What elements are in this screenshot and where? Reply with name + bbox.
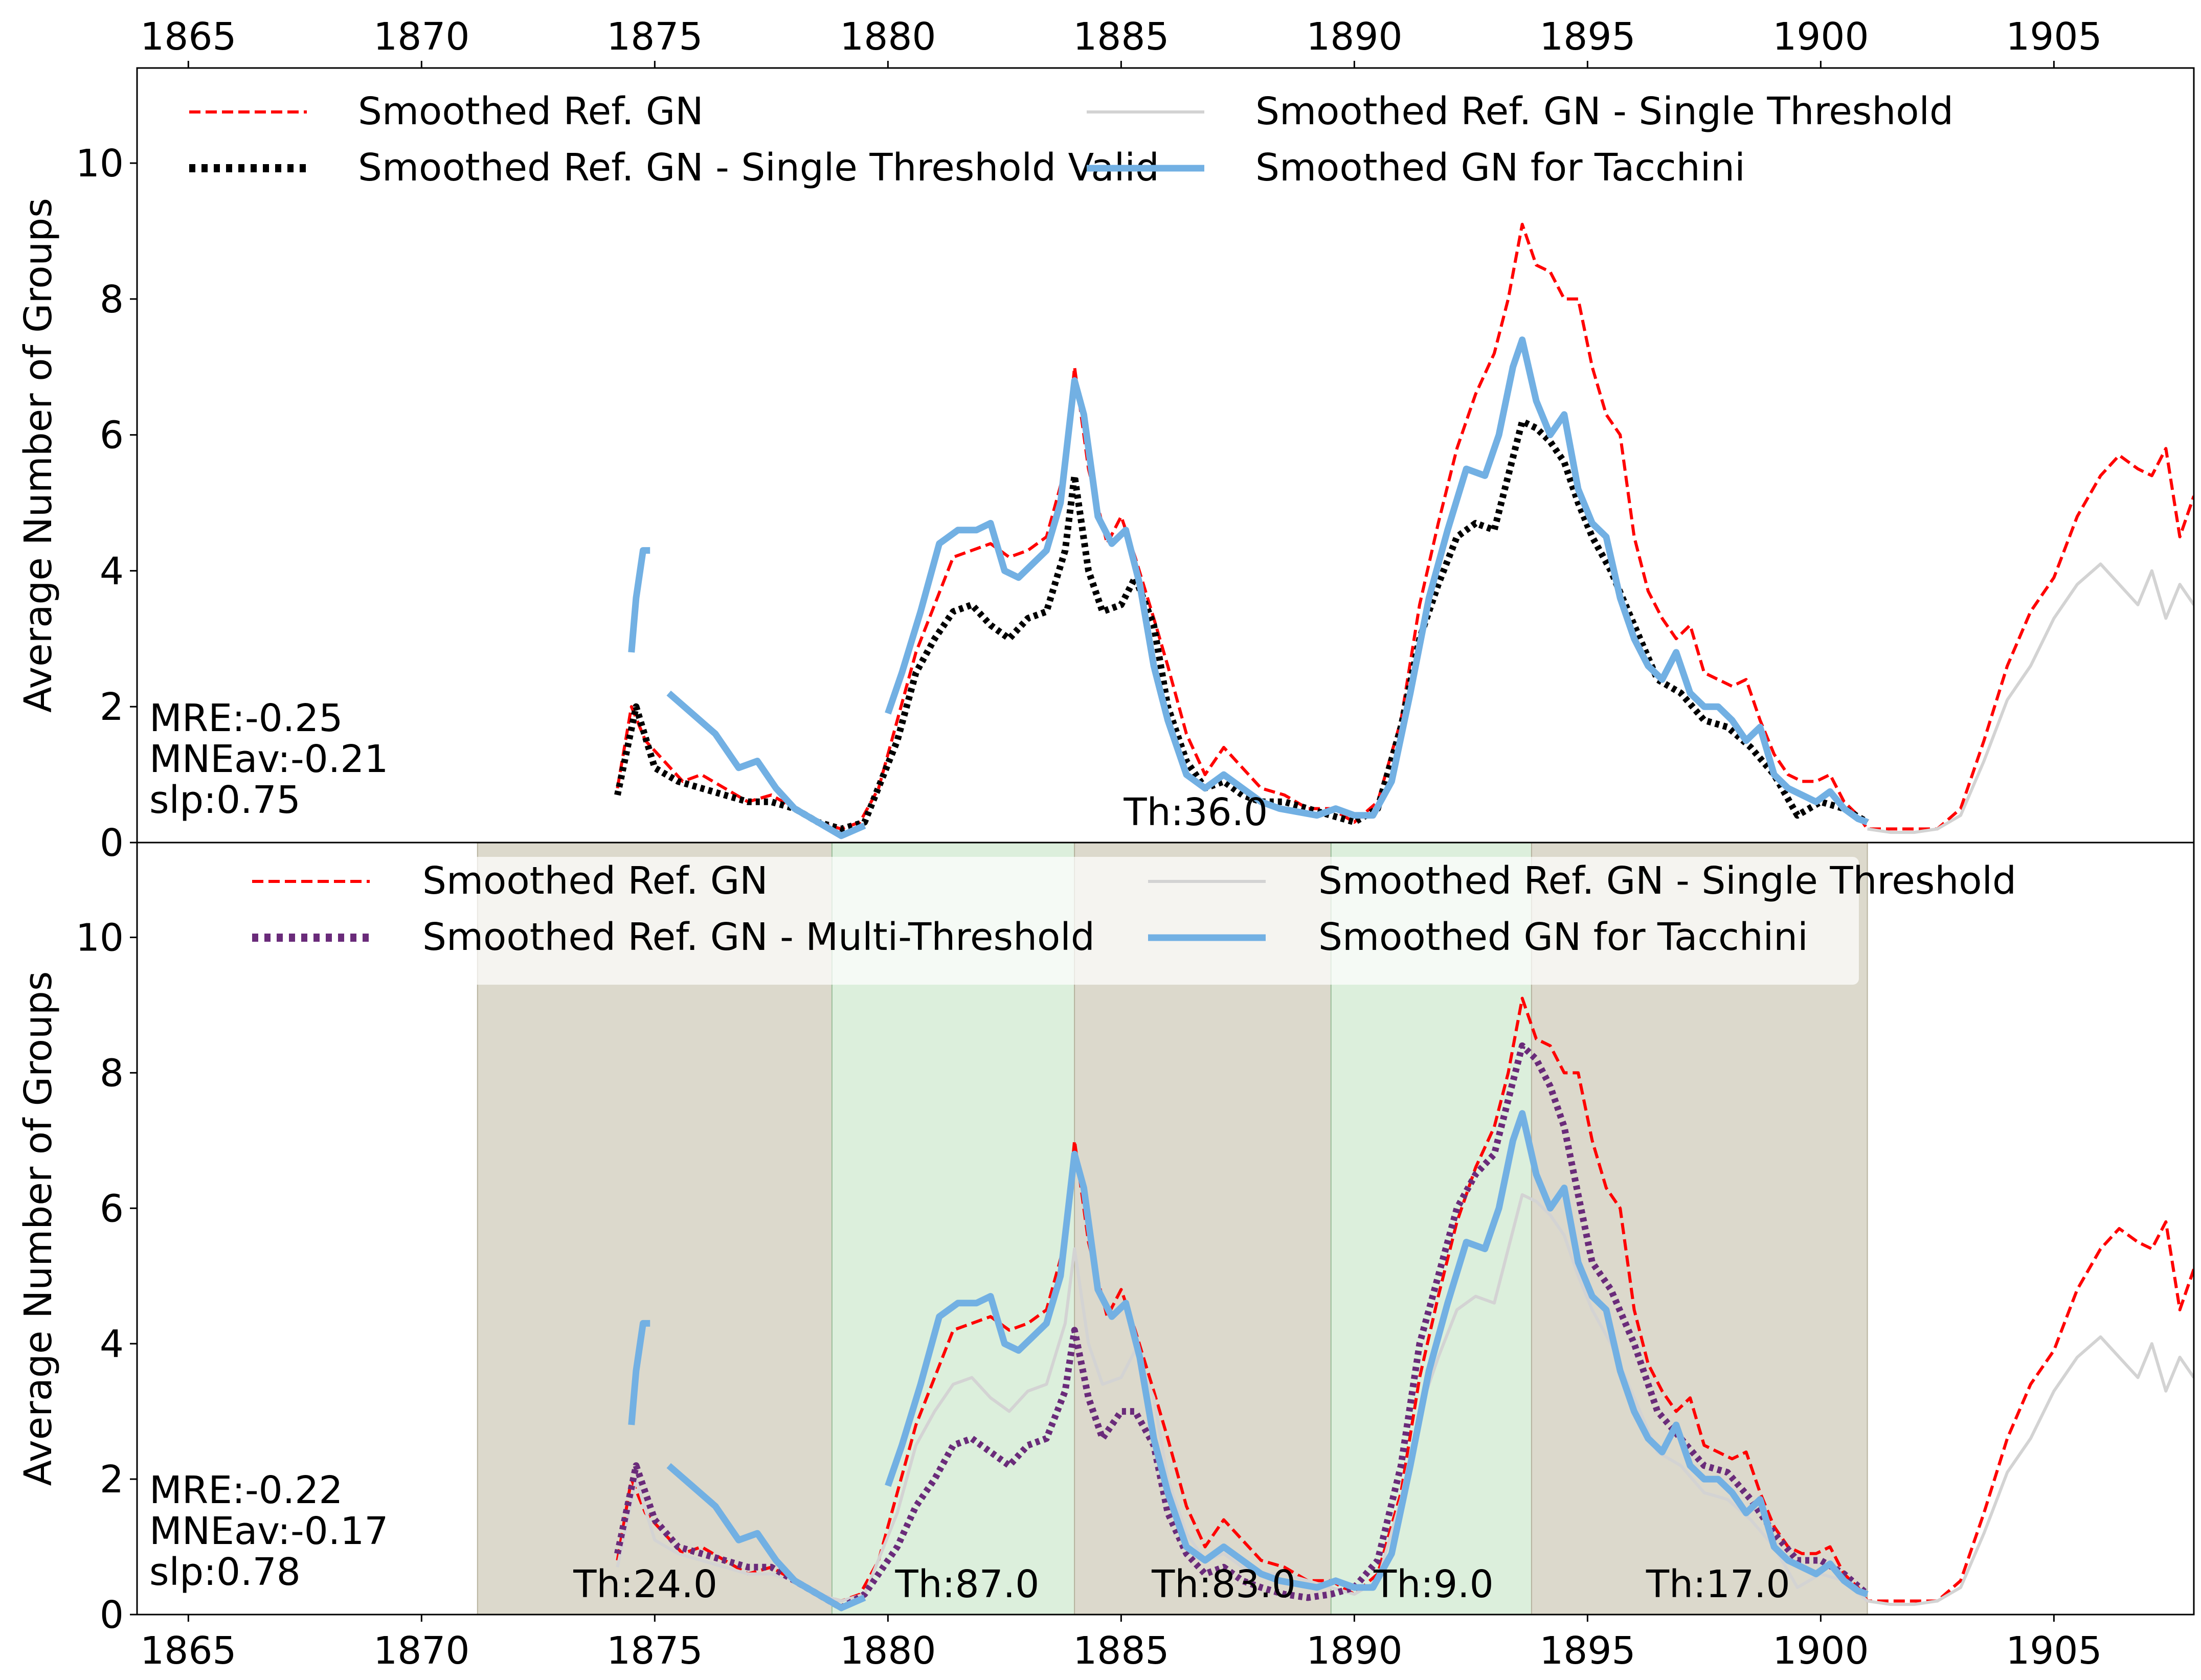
threshold-label: Th:83.0: [1151, 1562, 1296, 1606]
plot-frame: [136, 842, 2195, 1616]
y-tick-label: 2: [100, 685, 124, 729]
y-tick-label: 6: [100, 414, 124, 458]
y-tick-label: 10: [76, 142, 124, 186]
x-tick-label: 1865: [140, 15, 236, 59]
y-tick-label: 8: [100, 1051, 124, 1095]
x-tick-label: 1880: [840, 15, 936, 59]
stats-text: MRE:-0.25: [149, 696, 343, 740]
y-axis-label: Average Number of Groups: [16, 971, 60, 1486]
series-line-2: [614, 1042, 1870, 1611]
x-tick-label: 1885: [1073, 1629, 1169, 1673]
threshold-label: Th:36.0: [1123, 790, 1268, 834]
series-line-3: [885, 1110, 1869, 1598]
x-tick-label: 1875: [607, 15, 703, 59]
series-line-3: [666, 690, 866, 839]
legend-label: Smoothed Ref. GN - Single Threshold Vali…: [358, 146, 1159, 190]
x-tick-label: 1890: [1306, 1629, 1402, 1673]
x-tick-label: 1875: [607, 1629, 703, 1673]
series-line-3: [885, 336, 1869, 826]
stats-text: MNEav:-0.21: [149, 737, 388, 781]
plot-area: [614, 996, 2194, 1611]
x-tick-label: 1900: [1772, 15, 1869, 59]
legend-box: [276, 857, 1859, 985]
x-tick-label: 1890: [1306, 15, 1402, 59]
x-tick-label: 1885: [1073, 15, 1169, 59]
plot-area: [614, 222, 2194, 839]
bottom-panel: 0 2 4 6 8 10 1865 1870 1875 1880 1885 1890 1895 1900 1…: [16, 842, 2195, 1673]
threshold-label: Th:9.0: [1373, 1562, 1494, 1606]
series-line-3: [666, 1463, 866, 1611]
threshold-label: Th:17.0: [1646, 1562, 1790, 1606]
x-tick-label: 1870: [373, 1629, 469, 1673]
y-tick-label: 6: [100, 1187, 124, 1231]
stats-text: MNEav:-0.17: [149, 1509, 388, 1553]
x-tick-label: 1905: [2006, 1629, 2102, 1673]
y-tick-label: 10: [76, 916, 124, 960]
legend-label: Smoothed Ref. GN - Single Threshold: [1255, 89, 1953, 133]
x-tick-label: 1895: [1539, 15, 1635, 59]
top-panel: 0 2 4 6 8 10 1865 1870 1875 1880 1885 1890 1895 1900 1…: [16, 15, 2195, 865]
legend-label: Smoothed Ref. GN: [422, 859, 768, 903]
x-tick-label: 1905: [2006, 15, 2102, 59]
series-line-0: [616, 996, 2194, 1603]
y-axis-label: Average Number of Groups: [16, 198, 60, 713]
stats-text: slp:0.78: [149, 1550, 301, 1594]
x-tick-label: 1880: [840, 1629, 936, 1673]
y-tick-label: 8: [100, 278, 124, 322]
stats-text: slp:0.75: [149, 778, 301, 822]
y-tick-label: 4: [100, 549, 124, 593]
legend-label: Smoothed Ref. GN - Single Threshold: [1318, 859, 2016, 903]
y-tick-label: 0: [100, 821, 124, 865]
y-tick-label: 2: [100, 1458, 124, 1502]
series-line-3: [628, 547, 650, 653]
y-tick-label: 0: [100, 1593, 124, 1637]
series-line-1: [1867, 562, 2194, 834]
x-tick-label: 1895: [1539, 1629, 1635, 1673]
stats-text: MRE:-0.22: [149, 1468, 343, 1512]
legend-label: Smoothed Ref. GN - Multi-Threshold: [422, 915, 1095, 959]
legend-label: Smoothed GN for Tacchini: [1255, 146, 1745, 190]
x-tick-label: 1870: [373, 15, 469, 59]
legend-label: Smoothed Ref. GN: [358, 89, 704, 133]
series-line-3: [628, 1320, 650, 1425]
threshold-label: Th:24.0: [573, 1562, 717, 1606]
x-tick-label: 1865: [140, 1629, 236, 1673]
series-line-0: [616, 222, 2194, 831]
legend-label: Smoothed GN for Tacchini: [1318, 915, 1808, 959]
x-tick-label: 1900: [1772, 1629, 1869, 1673]
threshold-label: Th:87.0: [894, 1562, 1039, 1606]
y-tick-label: 4: [100, 1322, 124, 1366]
